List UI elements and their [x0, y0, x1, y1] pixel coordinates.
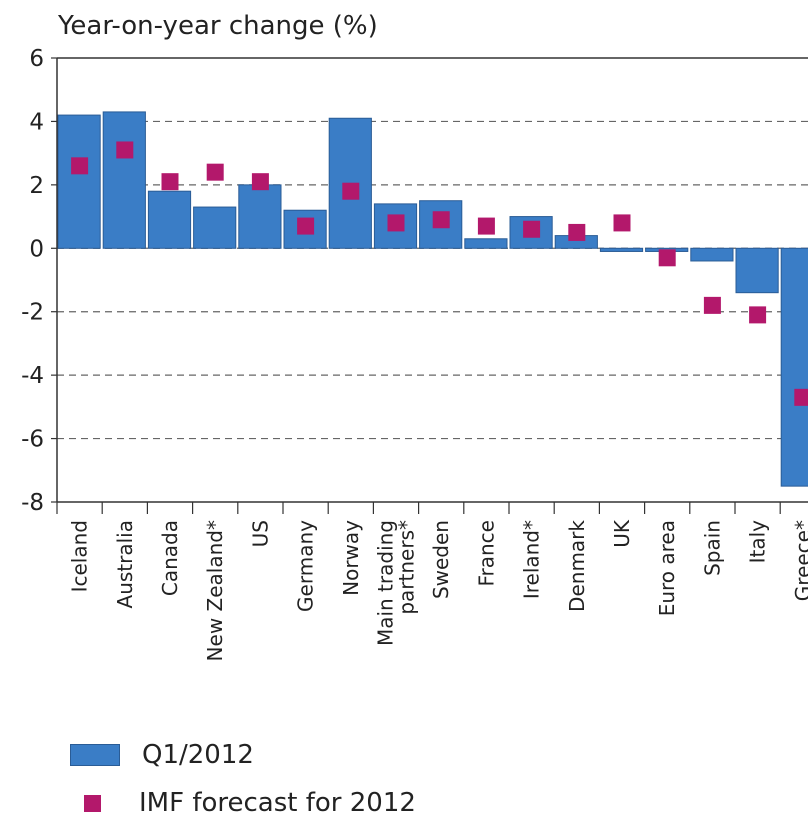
category-label: Spain [700, 520, 724, 576]
category-label: Ireland* [520, 520, 544, 599]
legend-bar-swatch [70, 744, 120, 766]
y-tick-label: 4 [29, 109, 44, 135]
y-tick-label: 2 [29, 173, 44, 199]
category-label: New Zealand* [203, 520, 227, 661]
category-label: US [248, 520, 272, 547]
bar [690, 247, 734, 262]
forecast-marker [523, 220, 541, 238]
category-label: Australia [113, 520, 137, 608]
legend-marker-swatch [84, 794, 101, 812]
legend-bar-label: Q1/2012 [142, 740, 254, 770]
bar [283, 209, 327, 249]
bar [102, 111, 146, 249]
category-label: France [474, 520, 498, 587]
forecast-marker [432, 211, 450, 229]
bar [193, 206, 237, 249]
y-tick-label: -2 [21, 300, 44, 326]
forecast-marker [251, 173, 269, 191]
forecast-marker [342, 182, 360, 200]
forecast-marker [387, 214, 405, 232]
bar [464, 238, 508, 249]
forecast-marker [477, 217, 495, 235]
category-label: Germany [294, 520, 318, 612]
y-axis-label: Year-on-year change (%) [57, 11, 378, 41]
forecast-marker [703, 296, 721, 314]
bar-series [57, 111, 808, 487]
forecast-marker [297, 217, 315, 235]
forecast-marker [794, 388, 808, 406]
bar [735, 247, 779, 294]
forecast-marker [71, 157, 89, 175]
bar [780, 247, 808, 487]
category-label: Canada [158, 520, 182, 596]
forecast-marker [161, 173, 179, 191]
category-label: Main trading [374, 520, 398, 646]
forecast-marker [658, 249, 676, 267]
forecast-marker [749, 306, 767, 324]
forecast-marker [568, 223, 586, 241]
legend-item-bars: Q1/2012 [70, 740, 254, 770]
category-label: Euro area [655, 520, 679, 616]
category-label: Greece* [791, 520, 808, 601]
category-label: Norway [339, 520, 363, 596]
forecast-marker [206, 163, 224, 181]
legend-marker-label: IMF forecast for 2012 [139, 788, 416, 818]
y-tick-label: 6 [29, 46, 44, 72]
y-tick-label: -8 [21, 490, 44, 516]
axes [51, 57, 808, 514]
category-label: UK [610, 519, 634, 548]
category-label: Denmark [565, 520, 589, 612]
forecast-marker [116, 141, 134, 159]
bar [147, 190, 192, 249]
category-label: partners* [395, 520, 419, 615]
bar [599, 247, 644, 252]
legend-item-markers: IMF forecast for 2012 [70, 788, 416, 818]
y-tick-label: 0 [29, 236, 44, 262]
y-tick-labels: 6 4 2 0 -2 -4 -6 -8 [21, 46, 44, 516]
bar [238, 184, 282, 249]
category-label: Italy [746, 520, 770, 564]
category-label: Sweden [429, 520, 453, 599]
x-category-labels: Iceland Australia Canada New Zealand* US Germ… [68, 519, 808, 661]
y-tick-label: -6 [21, 427, 44, 453]
category-label: Iceland [68, 520, 92, 592]
forecast-marker [613, 214, 631, 232]
bar [57, 114, 101, 249]
y-tick-label: -4 [21, 363, 44, 389]
marker-series [71, 141, 808, 406]
gridlines [57, 120, 808, 440]
